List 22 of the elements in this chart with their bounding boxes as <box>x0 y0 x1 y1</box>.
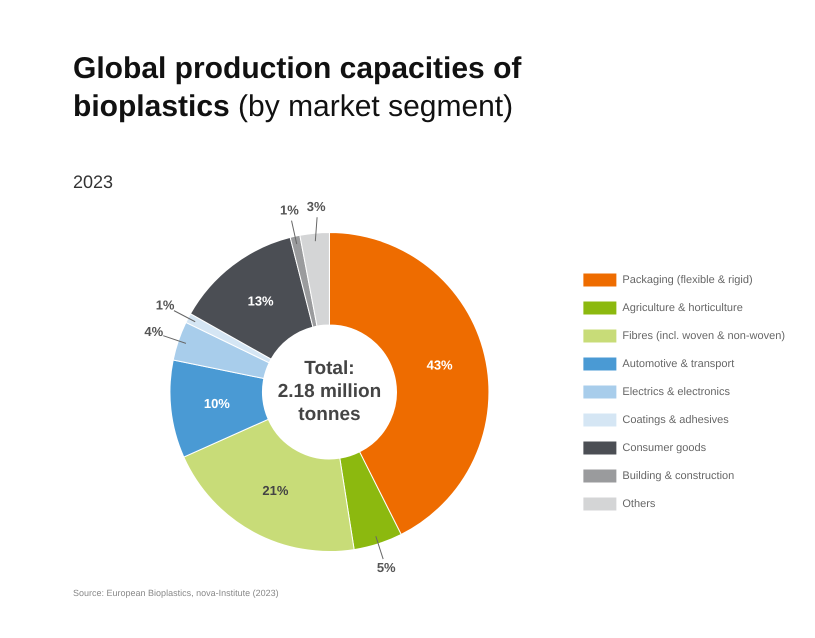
data-label: 3% <box>306 198 326 214</box>
legend-label: Building & construction <box>622 470 734 482</box>
legend-label: Electrics & electronics <box>622 386 730 398</box>
legend-label: Packaging (flexible & rigid) <box>622 274 753 286</box>
source-note: Source: European Bioplastics, nova-Institute (2023) <box>73 588 279 598</box>
data-label: 1% <box>156 298 175 313</box>
legend-label: Coatings & adhesives <box>622 414 730 426</box>
data-label: 5% <box>376 560 396 576</box>
text: Total: 2.18 million tonnes <box>278 358 382 426</box>
legend-label: Automotive & transport <box>622 358 734 370</box>
data-label: 13% <box>248 294 274 309</box>
legend-label: Others <box>622 498 656 510</box>
data-label: 21% <box>262 483 289 498</box>
chart-subtitle: 2023 <box>73 172 114 193</box>
data-label: 1% <box>280 202 300 218</box>
legend-label: Fibres (incl. woven & non-woven) <box>622 330 786 342</box>
legend-label: Agriculture & horticulture <box>622 302 743 314</box>
chart-title: Global production capacities of bioplastics (by market segment) <box>73 51 522 124</box>
data-label: 4% <box>144 324 164 340</box>
data-label: 10% <box>204 396 230 411</box>
data-label: 43% <box>426 357 454 372</box>
legend-label: Consumer goods <box>622 442 707 454</box>
